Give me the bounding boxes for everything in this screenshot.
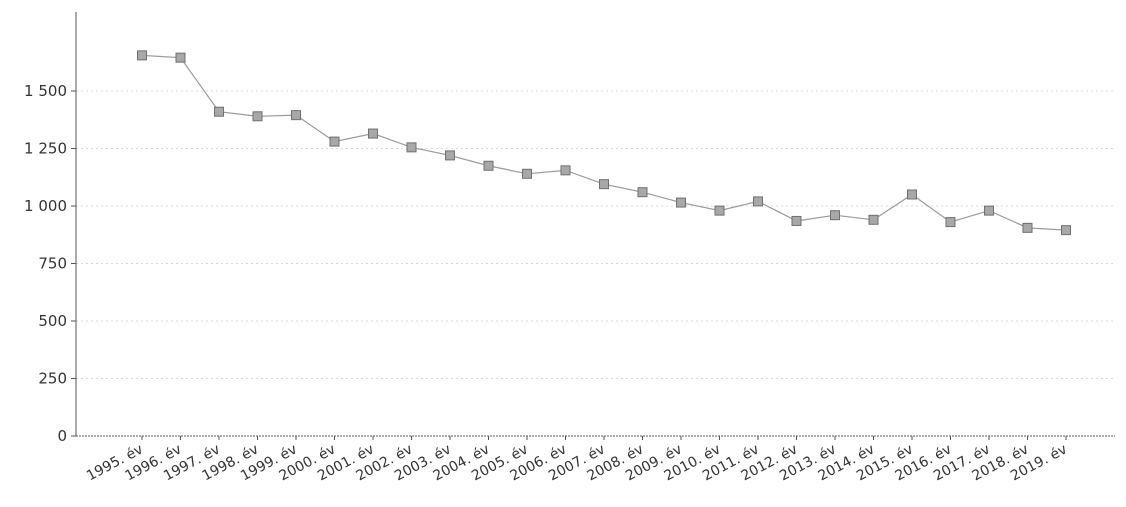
data-point [868, 214, 879, 225]
data-point [252, 111, 263, 122]
data-point [984, 205, 994, 216]
data-point [791, 215, 802, 226]
data-point [137, 50, 147, 61]
data-point [214, 106, 224, 117]
y-tick-label: 0 [57, 427, 67, 445]
data-point [445, 150, 455, 161]
data-point [753, 196, 763, 207]
data-point [714, 205, 725, 216]
y-tick-label: 500 [38, 312, 67, 330]
y-tick-label: 1 250 [24, 140, 67, 158]
data-point [329, 136, 340, 147]
data-point [560, 165, 571, 176]
y-tick-label: 1 500 [24, 82, 67, 100]
y-axis-ticks: 0 250 500 750 1 000 1 250 1 500 [24, 82, 76, 445]
y-tick-label: 1 000 [24, 197, 67, 215]
axes [75, 12, 1115, 437]
y-tick-label: 750 [38, 255, 67, 273]
data-point [830, 210, 840, 221]
data-point [291, 110, 301, 121]
data-point [368, 128, 378, 139]
y-tick-label: 250 [38, 370, 67, 388]
series-points [137, 50, 1071, 236]
data-point [406, 142, 417, 153]
data-point [175, 52, 186, 63]
series-line [141, 54, 1067, 231]
grid-lines [76, 90, 1115, 379]
data-point [945, 217, 956, 228]
data-point [1061, 225, 1071, 236]
data-point [907, 189, 917, 200]
data-point [522, 168, 532, 179]
data-point [1022, 222, 1033, 233]
series-line-path [141, 54, 1067, 231]
data-point [676, 197, 686, 208]
data-point [599, 179, 609, 190]
data-point [637, 187, 648, 198]
data-point [483, 160, 494, 171]
